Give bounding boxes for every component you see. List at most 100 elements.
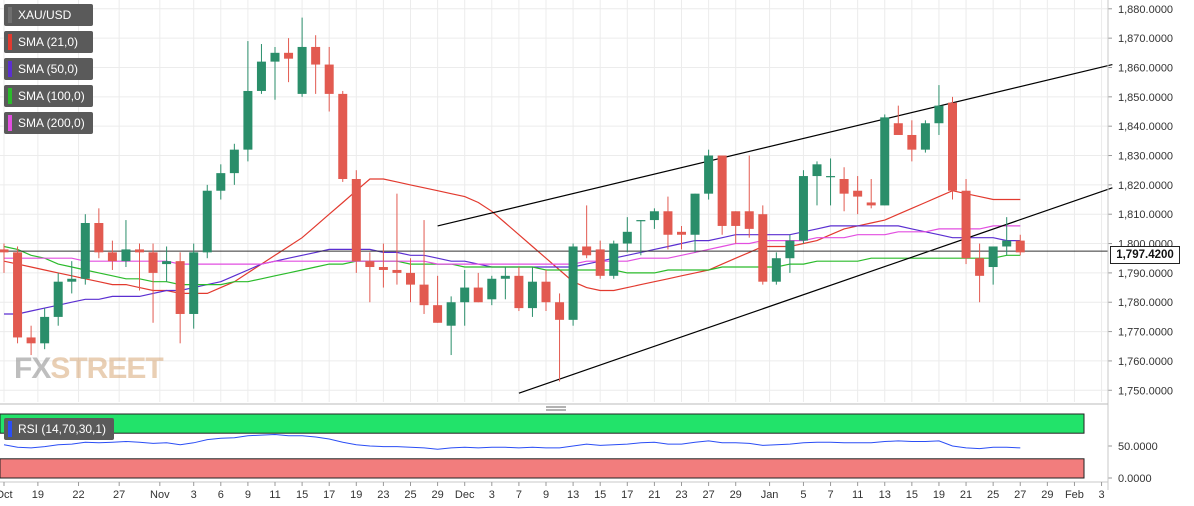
price-tick-label: 1,860.0000 <box>1118 62 1173 74</box>
trendlines <box>0 63 1113 394</box>
rsi-tick-label: 50.0000 <box>1118 441 1158 453</box>
rsi-line <box>3 433 1021 450</box>
candle-body <box>568 246 578 320</box>
candle-body <box>148 252 158 273</box>
candle-body <box>812 164 822 177</box>
time-tick-label: 7 <box>827 489 833 501</box>
sma200-line <box>4 225 1021 265</box>
time-tick-label: 11 <box>269 489 280 501</box>
candle-body <box>406 272 415 285</box>
time-tick-label: 3 <box>191 489 197 501</box>
legend-sma21-label: SMA (21,0) <box>18 35 79 49</box>
candle-body <box>162 261 172 265</box>
candle-body <box>758 214 768 282</box>
candle-body <box>243 90 253 150</box>
symbol-swatch-icon <box>8 7 12 23</box>
time-tick-label: Nov <box>150 489 170 501</box>
candle-body <box>419 284 429 306</box>
candle-body <box>1002 240 1012 247</box>
sma21-swatch-icon <box>8 34 12 50</box>
time-axis: Oct 19 22 27 Nov 3 6 9 11 15 17 19 23 25 29 Dec 3 7 9 13 15 1… <box>0 481 1108 501</box>
price-tick-label: 1,780.0000 <box>1118 297 1173 309</box>
price-tick-label: 1,760.0000 <box>1118 356 1173 368</box>
candle-body <box>920 123 930 150</box>
legend-rsi[interactable]: RSI (14,70,30,1) <box>4 418 115 440</box>
legend-sma21[interactable]: SMA (21,0) <box>4 31 93 53</box>
grid-lines <box>0 0 1108 402</box>
candle-body <box>473 287 483 303</box>
price-tick-label: 1,850.0000 <box>1118 92 1173 104</box>
price-tick-label: 1,750.0000 <box>1118 385 1173 397</box>
time-tick-label: Jan <box>761 489 779 501</box>
legend-sma50-label: SMA (50,0) <box>18 62 79 76</box>
candle-body <box>460 287 470 303</box>
moving-averages <box>3 178 1021 315</box>
price-tick-label: 1,790.0000 <box>1118 268 1173 280</box>
time-tick-label: 23 <box>675 489 687 501</box>
candle-body <box>880 117 890 206</box>
time-tick-label: 13 <box>879 489 891 501</box>
time-tick-label: 23 <box>377 489 389 501</box>
candle-body <box>297 46 307 94</box>
time-tick-label: 17 <box>621 489 633 501</box>
candle-body <box>311 46 321 65</box>
candle-body <box>663 211 673 235</box>
time-tick-label: 29 <box>1041 489 1053 501</box>
candle-body <box>500 275 510 279</box>
legend-sma50[interactable]: SMA (50,0) <box>4 58 93 80</box>
time-tick-label: 29 <box>431 489 443 501</box>
candle-body <box>216 173 226 191</box>
candle-body <box>1015 240 1025 253</box>
candle-body <box>229 149 239 174</box>
time-tick-label: 15 <box>594 489 606 501</box>
candle-body <box>839 178 849 194</box>
candle-body <box>446 302 456 326</box>
legend-symbol-label: XAU/USD <box>18 8 72 22</box>
main-plot-area <box>0 0 1108 402</box>
candle-body <box>988 246 998 268</box>
candle-body <box>582 246 592 256</box>
candle-body <box>378 267 388 270</box>
candle-body <box>284 52 294 59</box>
candle-body <box>40 316 50 344</box>
rsi-overbought-zone <box>0 413 1085 434</box>
legend-sma100-label: SMA (100,0) <box>18 89 85 103</box>
time-tick-label: 7 <box>516 489 522 501</box>
time-tick-label: 17 <box>323 489 335 501</box>
candle-body <box>527 281 537 309</box>
candle-body <box>948 102 957 191</box>
candle-body <box>94 223 104 253</box>
candle-body <box>67 278 77 282</box>
sma50-swatch-icon <box>8 61 12 77</box>
time-tick-label: 11 <box>852 489 863 501</box>
rsi-oversold-zone <box>0 458 1085 479</box>
candle-body <box>636 220 646 222</box>
price-tick-label: 1,770.0000 <box>1118 327 1173 339</box>
time-tick-label: 9 <box>543 489 549 501</box>
time-tick-label: 6 <box>218 489 224 501</box>
candle-body <box>256 61 266 91</box>
candle-body <box>392 269 402 273</box>
time-tick-label: 27 <box>702 489 714 501</box>
legend-sma200[interactable]: SMA (200,0) <box>4 112 93 134</box>
time-tick-label: 15 <box>906 489 918 501</box>
legend-sma100[interactable]: SMA (100,0) <box>4 85 93 107</box>
panel-resize-handle[interactable] <box>546 406 566 411</box>
time-tick-label: 13 <box>567 489 579 501</box>
candle-body <box>649 211 659 221</box>
legend-symbol[interactable]: XAU/USD <box>4 4 93 26</box>
time-tick-label: 5 <box>800 489 806 501</box>
candle-body <box>771 258 781 282</box>
candle-body <box>609 243 619 276</box>
candle-body <box>121 249 131 262</box>
legend-sma200-label: SMA (200,0) <box>18 116 85 130</box>
candle-body <box>338 93 348 179</box>
candle-body <box>893 123 903 135</box>
time-tick-label: 27 <box>113 489 125 501</box>
trendline <box>437 63 1113 227</box>
candle-body <box>13 252 23 338</box>
price-tick-label: 1,810.0000 <box>1118 209 1173 221</box>
candle-body <box>202 190 212 253</box>
rsi-panel: 50.0000 0.0000 <box>0 413 1158 485</box>
